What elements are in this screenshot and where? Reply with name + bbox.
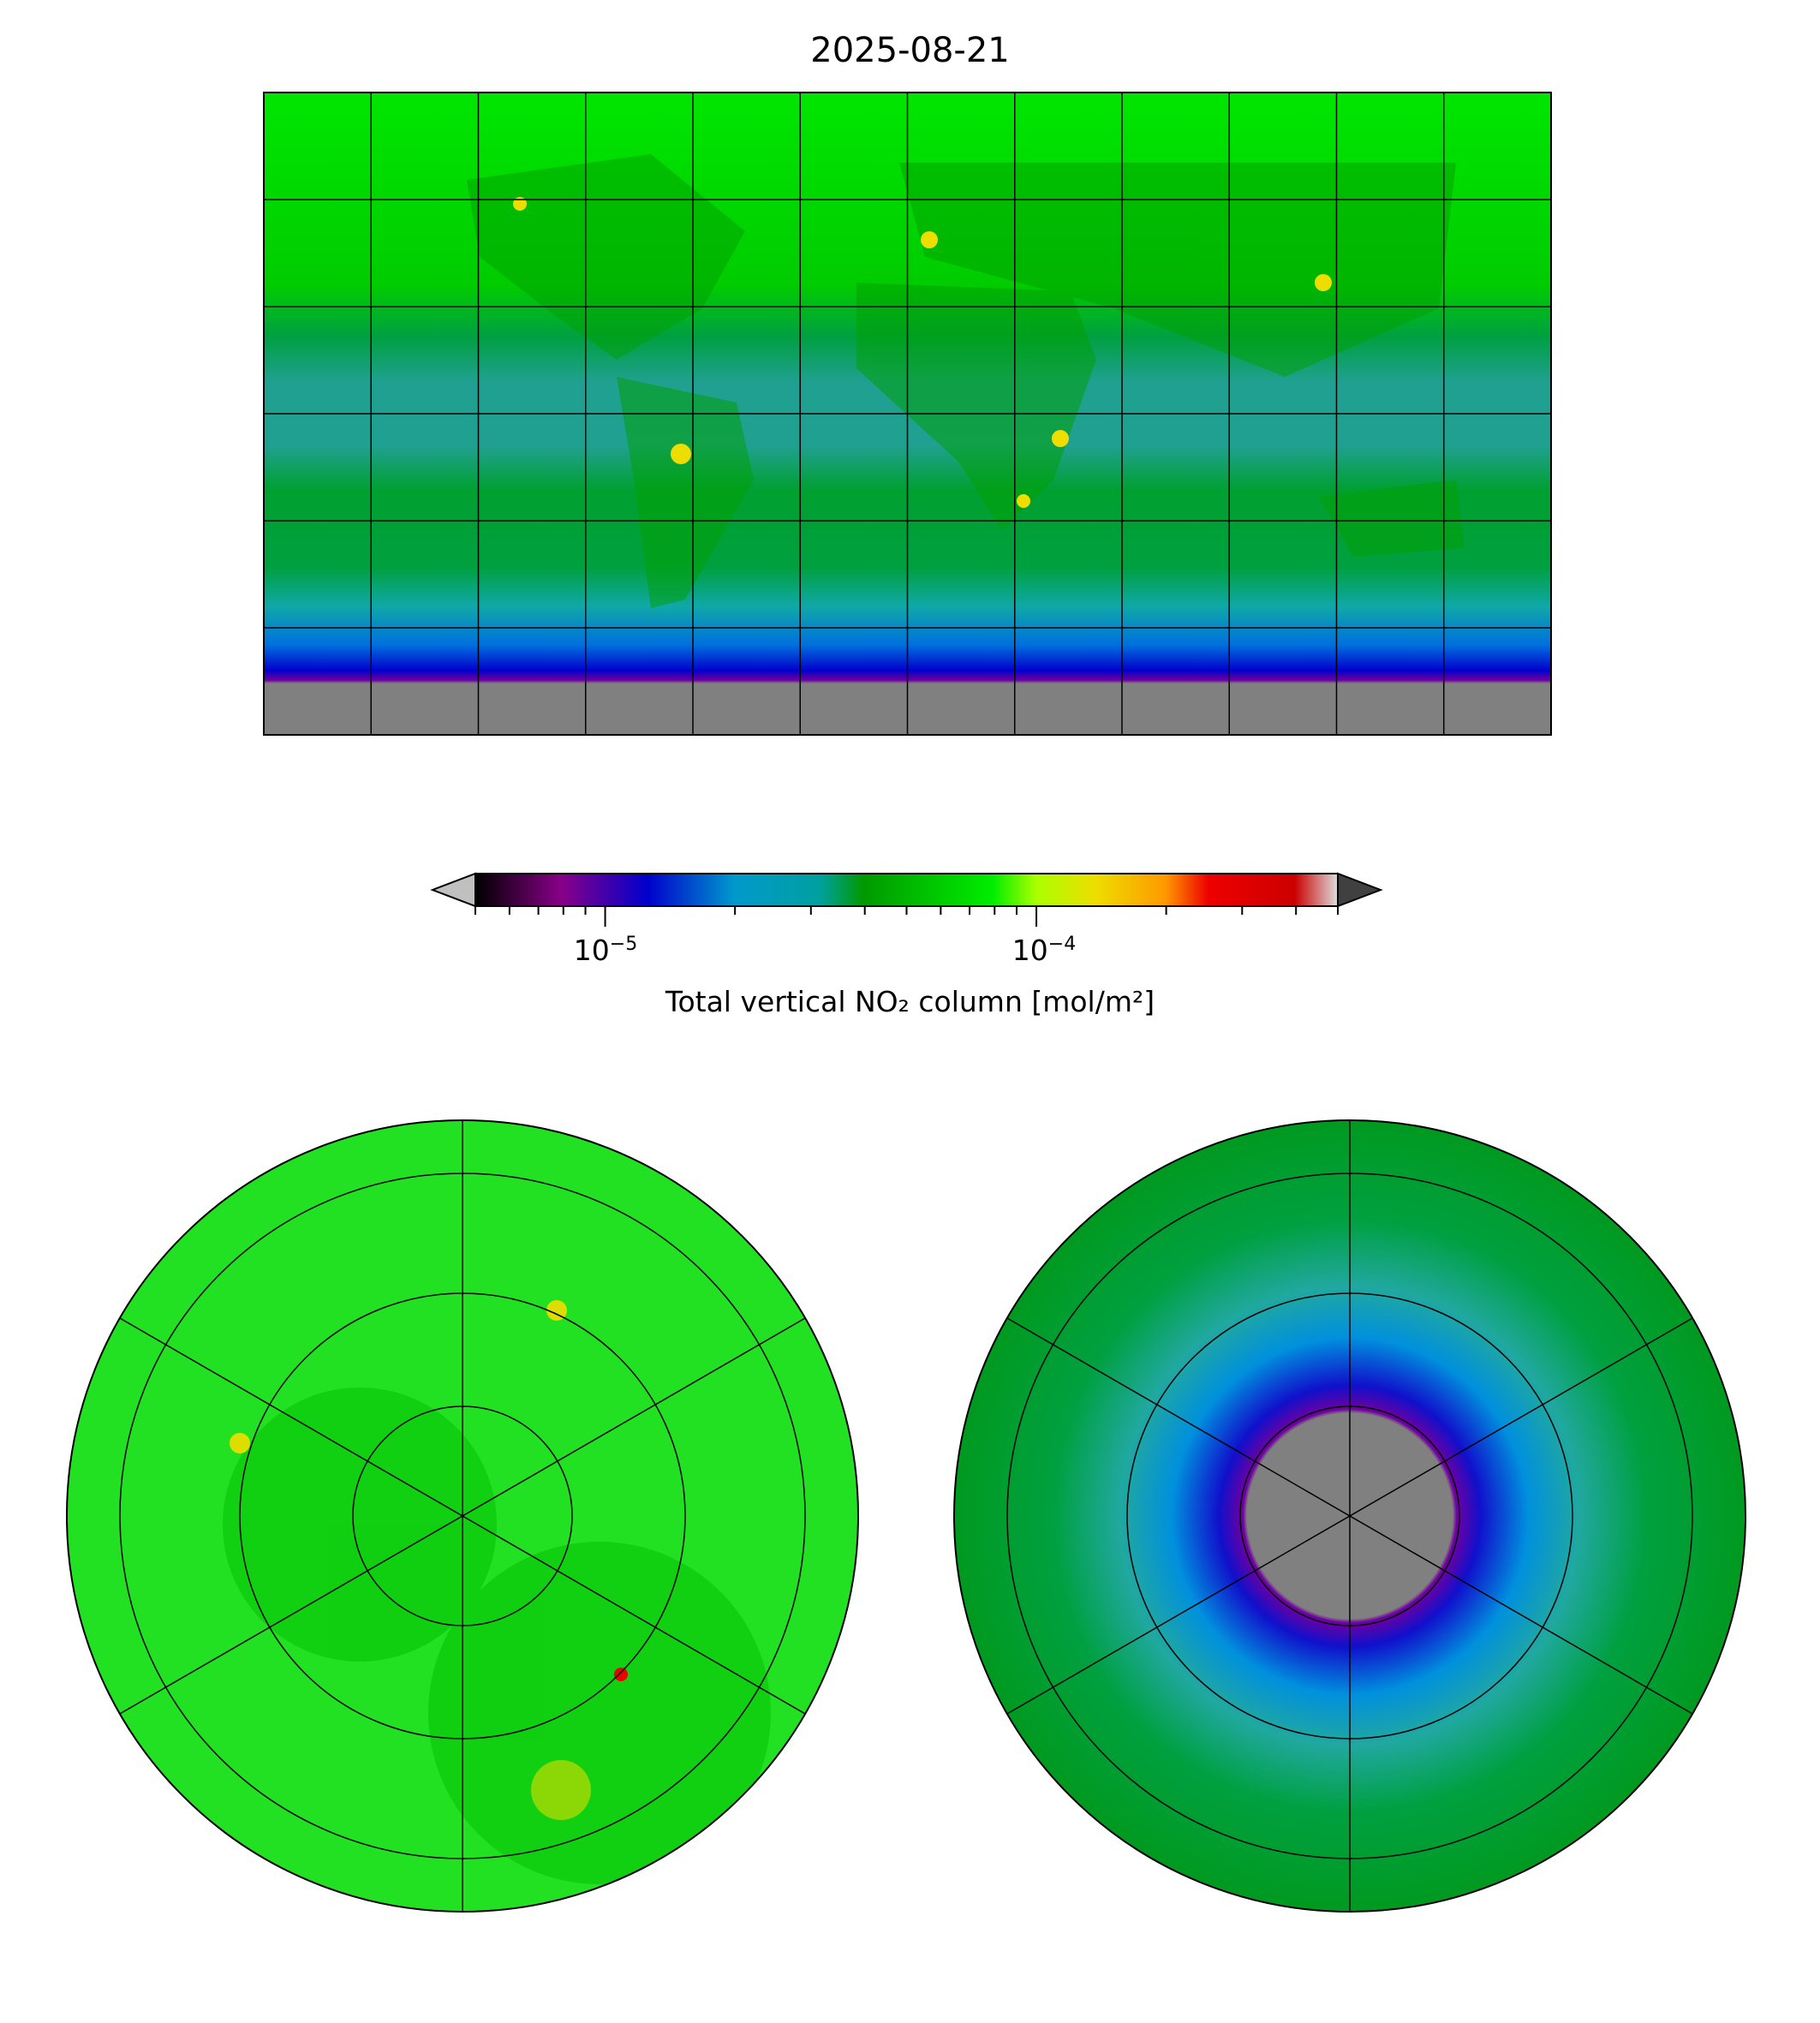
- map-gridlines: [264, 92, 1551, 735]
- colorbar-ticks: [474, 906, 1339, 927]
- colorbar-tick-label-1e-5: 10−5: [573, 934, 638, 967]
- global-map-panel: [263, 92, 1552, 736]
- south-frame: [953, 1119, 1746, 1913]
- south-polar-panel: [953, 1119, 1746, 1913]
- meridian-line: [119, 1317, 806, 1715]
- north-gridlines: [119, 1120, 806, 1912]
- colorbar-under-extension: [430, 872, 476, 908]
- colorbar-gradient: [474, 873, 1339, 907]
- colorbar-over-extension: [1337, 872, 1383, 908]
- south-gridlines: [1006, 1120, 1693, 1912]
- map-frame: [263, 92, 1552, 736]
- colorbar: [430, 872, 1383, 927]
- colorbar-label: Total vertical NO₂ column [mol/m²]: [665, 985, 1155, 1018]
- north-frame: [66, 1119, 859, 1913]
- meridian-line: [1006, 1317, 1693, 1715]
- hotspots: [513, 197, 1332, 508]
- land-masses: [467, 154, 1465, 608]
- north-polar-panel: [66, 1119, 859, 1913]
- figure-title: 2025-08-21: [810, 31, 1010, 70]
- colorbar-tick-label-1e-4: 10−4: [1011, 934, 1077, 967]
